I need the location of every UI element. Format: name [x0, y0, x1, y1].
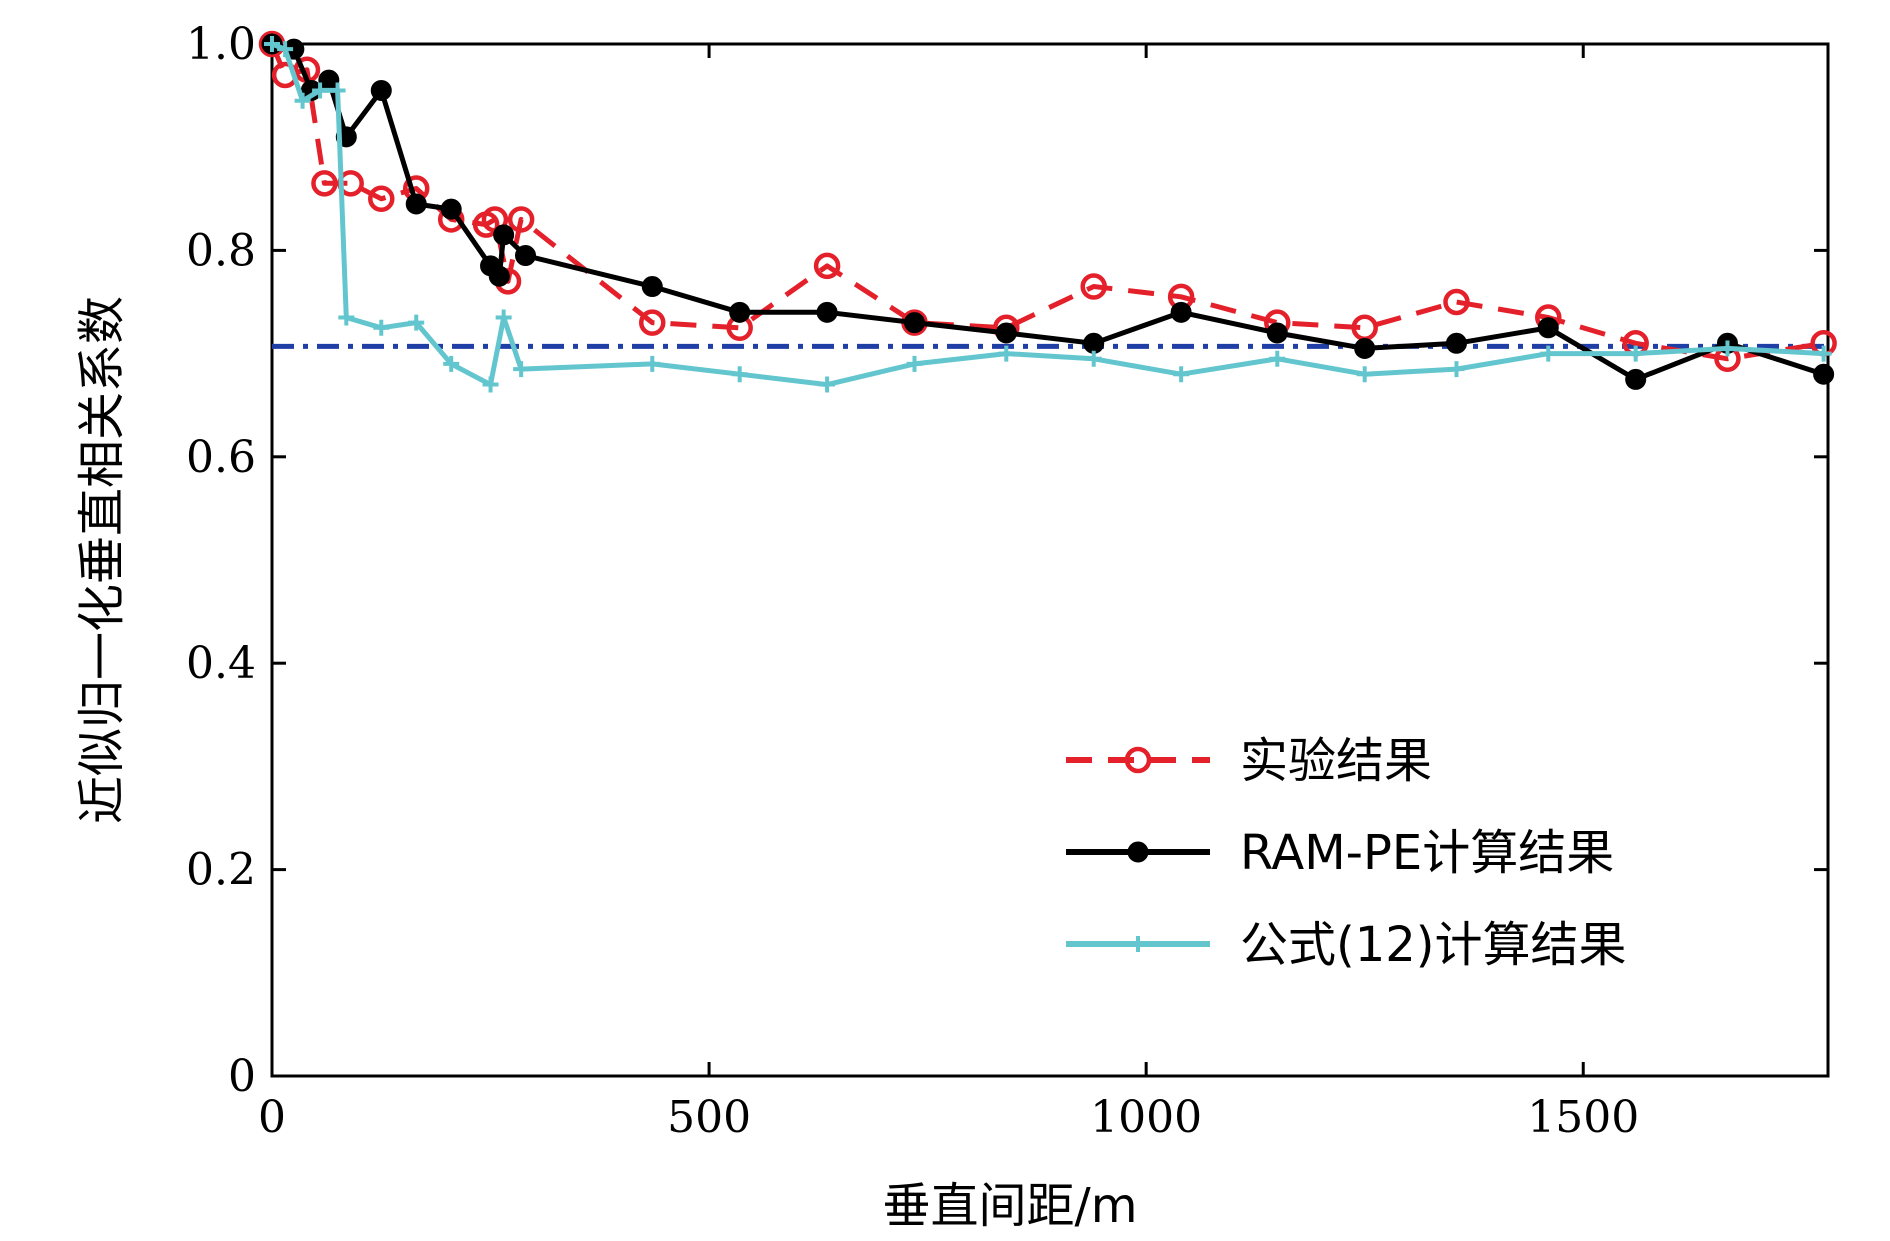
point-plus-15 [906, 355, 923, 372]
point-plus-24 [1719, 340, 1736, 357]
point-plus-3 [312, 82, 329, 99]
point-filled-circle-19 [1266, 322, 1288, 344]
plot-frame [270, 42, 1830, 1078]
point-plus-21 [1448, 361, 1465, 378]
series-line-plus [271, 41, 1824, 388]
point-plus-13 [731, 366, 748, 383]
point-open-circle-0 [258, 30, 286, 58]
point-plus-23 [1627, 345, 1644, 362]
point-open-circle-3 [311, 170, 338, 197]
point-plus-20 [1356, 366, 1373, 383]
point-plus-4 [329, 82, 346, 99]
y-axis-title: 近似归一化垂直相关系数 [74, 296, 130, 824]
point-plus-17 [1085, 350, 1102, 367]
point-plus-7 [408, 314, 425, 331]
point-plus-14 [819, 376, 836, 393]
point-open-circle-17 [1080, 273, 1107, 300]
series-plus [264, 36, 1832, 393]
point-filled-circle-21 [1445, 332, 1467, 354]
point-filled-circle-14 [816, 301, 838, 323]
point-filled-circle-9 [488, 265, 510, 287]
point-plus-2 [294, 92, 311, 109]
point-plus-22 [1540, 345, 1557, 362]
point-filled-circle-13 [729, 301, 751, 323]
axis-ticks [270, 42, 1828, 1078]
point-plus-9 [482, 376, 499, 393]
y-tick-label-1: 0.2 [186, 845, 256, 896]
point-plus-0 [264, 36, 280, 52]
x-tick-label-2: 1000 [1090, 1092, 1202, 1143]
series-layer [258, 30, 1837, 393]
point-plus-16 [998, 345, 1015, 362]
legend-label-filled-circle: RAM-PE计算结果 [1240, 825, 1614, 881]
legend-marker-open-circle [1124, 746, 1152, 774]
legend-entry-plus: 公式(12)计算结果 [1066, 917, 1627, 973]
point-filled-circle-23 [1625, 368, 1647, 390]
point-filled-circle-20 [1354, 337, 1376, 359]
legend-entry-filled-circle: RAM-PE计算结果 [1066, 825, 1614, 881]
point-plus-6 [373, 319, 390, 336]
point-filled-circle-25 [1813, 363, 1835, 385]
x-tick-label-3: 1500 [1527, 1092, 1639, 1143]
point-open-circle-11 [507, 206, 535, 233]
point-plus-5 [338, 309, 355, 326]
y-tick-label-3: 0.6 [186, 432, 256, 483]
point-plus-12 [644, 355, 661, 372]
x-tick-label-1: 500 [667, 1092, 751, 1143]
x-tick-label-0: 0 [258, 1092, 286, 1143]
point-filled-circle-16 [995, 322, 1017, 344]
point-plus-10 [495, 309, 512, 326]
legend-label-open-circle: 实验结果 [1240, 733, 1432, 789]
point-open-circle-14 [813, 252, 841, 280]
point-filled-circle-5 [370, 79, 392, 101]
point-filled-circle-7 [440, 198, 462, 220]
point-filled-circle-17 [1083, 332, 1105, 354]
point-plus-8 [443, 355, 460, 372]
legend-label-plus: 公式(12)计算结果 [1240, 917, 1627, 973]
point-filled-circle-11 [515, 245, 537, 267]
point-filled-circle-22 [1537, 317, 1559, 339]
y-tick-label-0: 0 [228, 1051, 256, 1102]
x-axis-title: 垂直间距/m [883, 1178, 1138, 1234]
point-plus-19 [1269, 350, 1286, 367]
point-open-circle-12 [639, 309, 666, 336]
point-plus-18 [1173, 366, 1190, 383]
legend-entry-open-circle: 实验结果 [1066, 733, 1432, 789]
point-filled-circle-12 [641, 276, 663, 298]
point-plus-11 [513, 361, 530, 378]
point-filled-circle-6 [405, 193, 427, 215]
series-line-open-circle [269, 43, 1824, 362]
y-tick-label-5: 1.0 [186, 19, 256, 70]
series-open-circle [258, 30, 1837, 373]
y-tick-label-4: 0.8 [186, 225, 256, 276]
point-plus-1 [277, 41, 294, 58]
point-filled-circle-18 [1170, 301, 1192, 323]
point-open-circle-5 [368, 185, 395, 213]
legend-marker-plus [1130, 936, 1146, 952]
y-tick-label-2: 0.4 [186, 638, 256, 689]
point-open-circle-21 [1443, 288, 1470, 316]
tick-labels: 0 500 1000 1500 0 0.2 0.4 0.6 0.8 1.0 [186, 19, 1639, 1143]
point-plus-25 [1815, 345, 1832, 362]
legend-marker-filled-circle [1127, 841, 1149, 863]
point-filled-circle-15 [904, 312, 926, 334]
point-filled-circle-10 [493, 224, 515, 246]
